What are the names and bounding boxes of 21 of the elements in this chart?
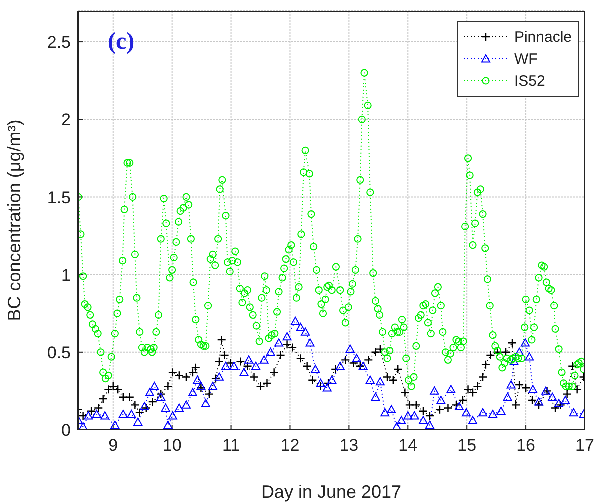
x-tick-label: 9: [108, 436, 118, 456]
y-tick-label: 0.5: [47, 343, 71, 362]
legend-label: WF: [514, 50, 538, 68]
y-axis-title: BC concentration (μg/m³): [4, 120, 24, 322]
x-tick-label: 12: [280, 436, 300, 456]
y-tick-label: 2.5: [47, 33, 71, 52]
x-tick-label: 17: [576, 436, 594, 456]
y-tick-label: 2: [62, 110, 71, 130]
x-tick-label: 10: [162, 436, 182, 456]
annotation: (c): [108, 29, 135, 56]
legend-label: Pinnacle: [514, 28, 572, 46]
x-tick-label: 13: [340, 436, 359, 456]
y-tick-label: 0: [62, 421, 71, 440]
x-axis-title: Day in June 2017: [261, 482, 402, 502]
x-tick-label: 15: [458, 436, 477, 456]
y-tick-label: 1: [62, 266, 71, 285]
legend-label: IS52: [514, 72, 546, 90]
x-tick-label: 11: [222, 436, 240, 456]
x-tick-label: 14: [398, 436, 418, 456]
x-tick-label: 16: [516, 436, 536, 456]
y-tick-label: 1.5: [47, 188, 71, 208]
